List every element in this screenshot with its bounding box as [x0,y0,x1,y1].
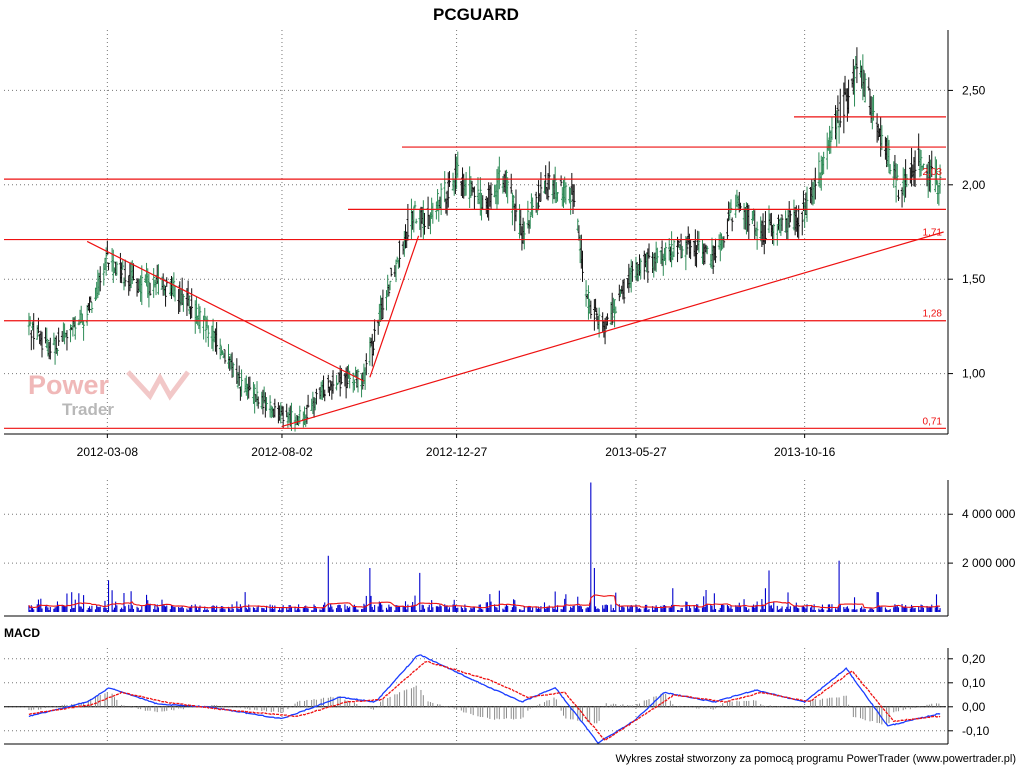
macd-panel: -0,10 0,00 0,10 0,20 [4,652,990,744]
footer-credit: Wykres został stworzony za pomocą progra… [615,753,1016,765]
panel-frames [4,30,949,745]
gridlines [4,30,946,744]
horizontal-level-label: 1,28 [923,309,943,320]
y-tick-label: 1,50 [962,272,986,286]
watermark-text-trader: Trader [62,400,114,419]
x-tick-label: 2012-12-27 [426,445,488,459]
y-tick-label: 2,50 [962,83,986,97]
trend-line [369,235,420,378]
watermark-text-power: Power [28,370,110,400]
macd-y-tick-label: 0,20 [962,652,986,666]
macd-line [28,654,941,744]
volume-y-tick-label: 4 000 000 [962,507,1016,521]
macd-signal-line [28,660,941,742]
x-tick-label: 2012-08-02 [251,445,313,459]
trend-line [86,240,365,382]
horizontal-level-label: 2,03 [923,167,943,178]
volume-moving-average [28,594,941,609]
macd-panel-title: MACD [4,626,40,640]
watermark-logo: Power Trader [28,370,190,419]
horizontal-level-label: 1,71 [923,228,943,239]
horizontal-level-label: 0,71 [923,416,943,427]
volume-panel: 2 000 000 4 000 000 [28,482,1016,612]
macd-y-tick-label: 0,00 [962,700,986,714]
y-tick-label: 2,00 [962,178,986,192]
x-tick-label: 2012-03-08 [77,445,139,459]
x-tick-label: 2013-05-27 [605,445,667,459]
macd-y-tick-label: -0,10 [962,724,990,738]
volume-y-tick-label: 2 000 000 [962,556,1016,570]
chart-title: PCGUARD [433,5,519,24]
macd-y-tick-label: 0,10 [962,676,986,690]
price-panel: 2012-03-08 2012-08-02 2012-12-27 2013-05-27… [4,47,986,459]
y-tick-label: 1,00 [962,367,986,381]
watermark-w-mark [126,370,190,401]
x-tick-label: 2013-10-16 [774,445,836,459]
trend-line [281,231,944,428]
